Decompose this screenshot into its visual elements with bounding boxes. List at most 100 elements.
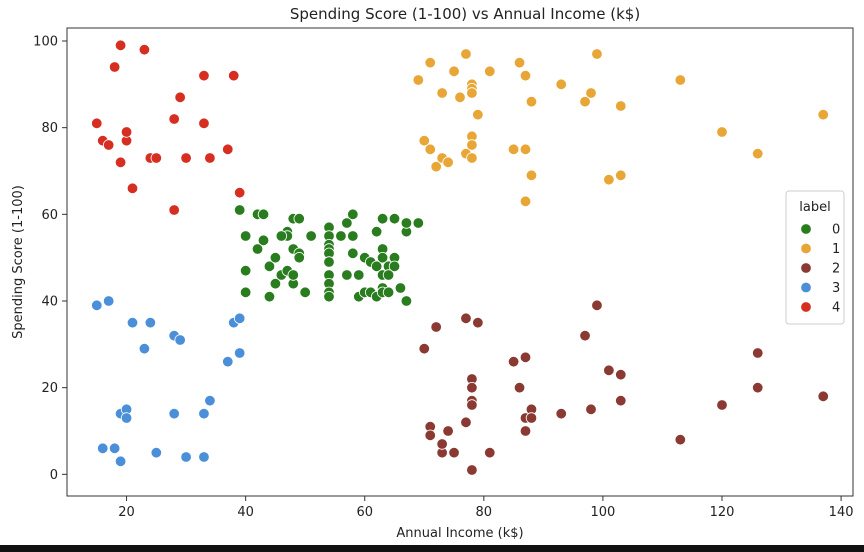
- data-point-label-1: [442, 156, 454, 169]
- data-point-label-2: [555, 407, 567, 420]
- data-point-label-0: [257, 234, 270, 247]
- data-point-label-2: [674, 433, 687, 446]
- data-point-label-0: [382, 286, 395, 299]
- data-point-label-2: [460, 416, 472, 429]
- data-point-label-4: [198, 117, 210, 130]
- data-point-label-1: [615, 169, 627, 182]
- data-point-label-3: [138, 342, 151, 355]
- data-point-label-4: [114, 39, 127, 52]
- data-point-label-2: [716, 399, 728, 411]
- data-point-label-1: [519, 69, 532, 82]
- data-point-label-0: [251, 243, 264, 255]
- legend-label-2: 2: [832, 262, 840, 277]
- data-point-label-0: [388, 212, 401, 225]
- data-point-label-1: [436, 87, 448, 99]
- data-point-label-1: [817, 108, 829, 121]
- data-point-label-4: [102, 139, 115, 151]
- data-point-label-0: [412, 217, 425, 229]
- data-point-label-1: [448, 65, 460, 78]
- data-point-label-1: [466, 87, 478, 99]
- data-point-label-0: [239, 286, 252, 299]
- data-point-label-1: [591, 48, 603, 60]
- x-tick-label: 60: [356, 505, 373, 520]
- data-point-label-4: [168, 204, 180, 216]
- data-point-label-2: [472, 316, 484, 329]
- data-point-label-0: [305, 230, 317, 242]
- data-point-label-4: [222, 143, 234, 156]
- data-point-label-0: [257, 208, 270, 221]
- data-point-label-1: [525, 169, 538, 182]
- data-point-label-0: [370, 260, 383, 273]
- x-tick-label: 80: [476, 505, 493, 520]
- data-point-label-3: [180, 451, 192, 463]
- data-point-label-2: [436, 438, 448, 450]
- legend-marker-1: [800, 242, 812, 255]
- data-point-label-0: [275, 230, 288, 242]
- data-point-label-2: [448, 446, 460, 459]
- data-point-label-1: [412, 74, 425, 86]
- data-point-label-0: [323, 256, 335, 268]
- x-tick-label: 40: [237, 505, 254, 520]
- data-point-label-0: [347, 230, 359, 242]
- legend-marker-4: [800, 301, 812, 313]
- data-point-label-0: [370, 225, 383, 238]
- data-point-label-1: [585, 87, 597, 99]
- plot-frame: [66, 27, 854, 497]
- data-point-label-0: [293, 212, 305, 225]
- data-point-label-0: [299, 286, 311, 299]
- data-point-label-1: [466, 152, 478, 164]
- data-point-label-2: [519, 425, 532, 437]
- data-point-label-4: [120, 126, 133, 138]
- legend-title: label: [799, 200, 830, 215]
- y-tick-label: 80: [41, 121, 58, 136]
- data-point-label-0: [263, 290, 276, 303]
- data-point-label-3: [108, 442, 121, 455]
- data-point-label-0: [287, 269, 299, 281]
- window-bottom-edge: [0, 545, 864, 552]
- data-point-label-2: [615, 368, 627, 381]
- data-point-label-4: [126, 182, 139, 195]
- data-point-label-0: [400, 217, 413, 229]
- data-point-label-4: [180, 152, 192, 164]
- data-point-label-1: [752, 147, 764, 160]
- data-point-label-2: [442, 425, 454, 437]
- data-point-label-1: [603, 173, 615, 186]
- data-point-label-0: [394, 282, 407, 294]
- y-tick-label: 0: [50, 468, 58, 483]
- data-point-label-2: [591, 299, 603, 312]
- data-point-label-0: [341, 269, 353, 281]
- data-point-label-1: [716, 126, 728, 138]
- legend-marker-0: [800, 223, 812, 235]
- data-point-label-1: [430, 160, 442, 173]
- data-point-label-0: [263, 260, 276, 273]
- legend-label-3: 3: [832, 281, 840, 296]
- data-point-label-4: [108, 61, 121, 73]
- data-point-label-0: [239, 230, 252, 242]
- data-point-label-2: [418, 342, 430, 355]
- x-tick-label: 20: [118, 505, 135, 520]
- data-point-label-3: [233, 312, 246, 325]
- data-point-label-2: [430, 321, 442, 333]
- data-point-label-4: [198, 69, 210, 82]
- data-point-label-0: [376, 212, 389, 225]
- data-point-label-4: [168, 113, 180, 125]
- data-point-label-1: [418, 134, 430, 147]
- data-point-label-3: [233, 347, 246, 359]
- data-point-label-4: [228, 69, 240, 82]
- data-point-label-1: [466, 139, 478, 151]
- data-point-label-0: [269, 251, 282, 264]
- data-point-label-3: [97, 442, 109, 455]
- data-point-label-0: [347, 208, 359, 221]
- data-point-label-4: [114, 156, 127, 169]
- data-point-label-2: [752, 381, 764, 394]
- legend-label-4: 4: [832, 301, 840, 316]
- data-point-label-3: [198, 451, 210, 463]
- x-axis: 20 40 60 80 100 120 140: [118, 496, 854, 520]
- x-tick-label: 100: [590, 505, 615, 520]
- data-point-label-3: [198, 407, 210, 420]
- chart-title: Spending Score (1-100) vs Annual Income …: [290, 5, 640, 23]
- data-point-label-2: [752, 347, 764, 359]
- data-point-label-4: [91, 117, 103, 130]
- data-point-label-1: [555, 78, 567, 91]
